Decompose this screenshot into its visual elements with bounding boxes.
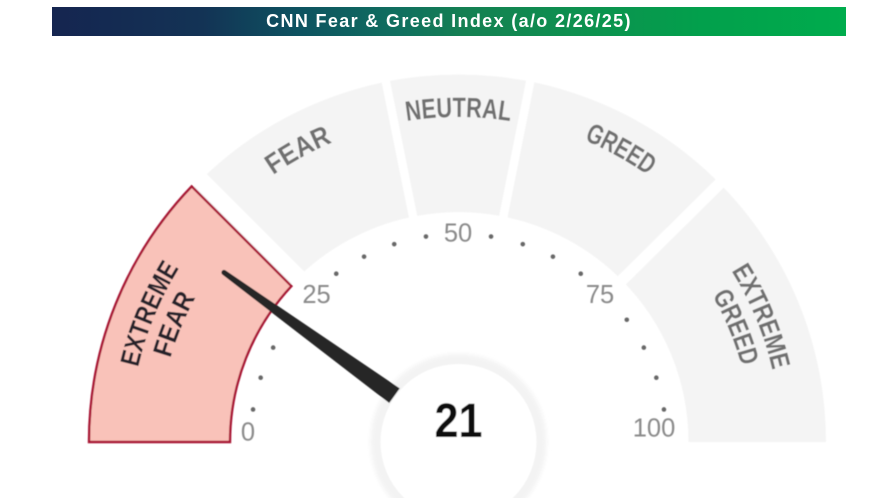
svg-text:0: 0 <box>241 419 255 447</box>
svg-text:25: 25 <box>302 281 330 309</box>
svg-text:50: 50 <box>444 220 472 248</box>
svg-text:75: 75 <box>586 281 614 309</box>
svg-text:21: 21 <box>435 395 483 448</box>
svg-text:NEUTRAL: NEUTRAL <box>403 92 514 127</box>
svg-text:100: 100 <box>633 415 676 443</box>
